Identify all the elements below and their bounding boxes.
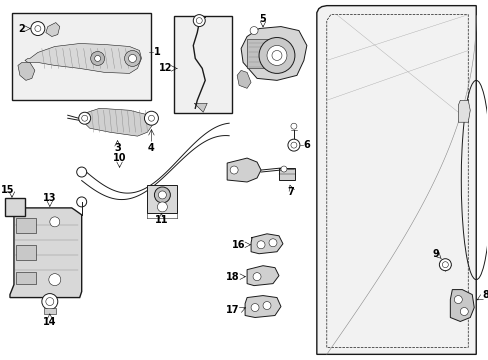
Polygon shape <box>46 23 60 36</box>
Text: 10: 10 <box>113 153 126 163</box>
Circle shape <box>290 142 296 148</box>
Polygon shape <box>250 234 283 254</box>
Circle shape <box>250 303 259 311</box>
Circle shape <box>263 302 270 310</box>
Polygon shape <box>241 27 306 80</box>
Polygon shape <box>457 100 469 122</box>
Text: 14: 14 <box>43 318 57 328</box>
Circle shape <box>49 274 61 285</box>
Bar <box>16 272 36 284</box>
Text: 11: 11 <box>154 215 168 225</box>
Bar <box>246 39 268 68</box>
Text: 9: 9 <box>431 249 438 259</box>
Bar <box>16 218 36 233</box>
Bar <box>147 185 177 213</box>
Text: 1: 1 <box>154 48 161 58</box>
Polygon shape <box>278 168 294 180</box>
Text: 12: 12 <box>158 63 172 73</box>
Circle shape <box>453 296 461 303</box>
Circle shape <box>257 241 264 249</box>
Circle shape <box>77 197 86 207</box>
Polygon shape <box>237 71 250 88</box>
Circle shape <box>249 27 258 35</box>
Circle shape <box>35 26 41 32</box>
Circle shape <box>124 50 140 67</box>
Polygon shape <box>81 108 154 136</box>
Circle shape <box>81 115 87 121</box>
Circle shape <box>442 262 447 268</box>
Text: 18: 18 <box>226 272 240 282</box>
Circle shape <box>281 166 286 172</box>
Text: 16: 16 <box>232 240 245 250</box>
Text: 15: 15 <box>1 185 15 195</box>
Circle shape <box>287 139 299 151</box>
Circle shape <box>271 50 282 60</box>
Circle shape <box>266 45 286 66</box>
Text: 5: 5 <box>259 14 266 24</box>
Circle shape <box>46 298 54 306</box>
Circle shape <box>148 115 154 121</box>
Text: 2: 2 <box>19 23 25 33</box>
Polygon shape <box>246 266 278 285</box>
Circle shape <box>77 167 86 177</box>
Circle shape <box>158 191 166 199</box>
Circle shape <box>193 15 205 27</box>
Text: 4: 4 <box>148 143 155 153</box>
Polygon shape <box>10 208 81 298</box>
Circle shape <box>154 187 170 203</box>
Circle shape <box>439 259 450 271</box>
Circle shape <box>268 239 276 247</box>
Circle shape <box>95 55 101 62</box>
Polygon shape <box>25 44 141 73</box>
Circle shape <box>31 22 45 36</box>
Circle shape <box>290 123 296 129</box>
Circle shape <box>90 51 104 66</box>
Circle shape <box>128 54 136 62</box>
Circle shape <box>259 37 294 73</box>
Circle shape <box>144 111 158 125</box>
Polygon shape <box>244 296 281 318</box>
Polygon shape <box>18 62 35 80</box>
Text: 7: 7 <box>287 187 294 197</box>
Circle shape <box>230 166 238 174</box>
Text: 3: 3 <box>114 143 121 153</box>
Polygon shape <box>194 103 207 112</box>
Circle shape <box>196 18 202 23</box>
Polygon shape <box>227 158 261 182</box>
Circle shape <box>42 293 58 310</box>
Bar <box>174 15 232 113</box>
Polygon shape <box>316 6 475 354</box>
Bar <box>5 198 25 216</box>
Text: 6: 6 <box>303 140 309 150</box>
Bar <box>16 245 36 260</box>
Circle shape <box>50 217 60 227</box>
Circle shape <box>253 273 261 281</box>
Circle shape <box>79 112 90 124</box>
Text: 13: 13 <box>43 193 57 203</box>
Polygon shape <box>44 307 56 314</box>
Circle shape <box>157 202 167 212</box>
Circle shape <box>459 307 468 315</box>
Text: 17: 17 <box>226 305 240 315</box>
Bar <box>12 13 151 100</box>
Text: 8: 8 <box>481 289 488 300</box>
Polygon shape <box>449 289 473 321</box>
